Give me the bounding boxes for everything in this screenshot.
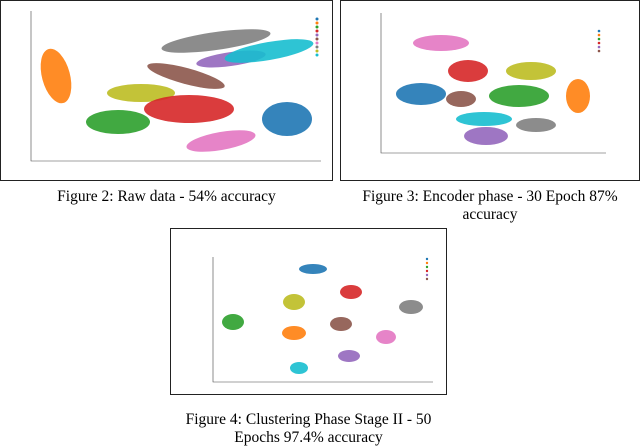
- figure-4: [170, 228, 447, 395]
- cluster: [340, 285, 362, 299]
- cluster: [299, 264, 327, 274]
- cluster: [86, 110, 150, 134]
- legend-marker: [597, 45, 601, 49]
- legend-marker: [315, 41, 319, 45]
- cluster: [456, 112, 512, 126]
- cluster: [222, 314, 244, 330]
- legend-marker: [597, 41, 601, 45]
- axes: [212, 257, 433, 383]
- axes: [30, 11, 321, 162]
- cluster: [330, 317, 352, 331]
- cluster: [464, 127, 508, 145]
- legend-marker: [425, 273, 429, 277]
- legend-marker: [315, 29, 319, 33]
- cluster: [506, 62, 556, 80]
- legend-marker: [315, 37, 319, 41]
- legend-marker: [315, 49, 319, 53]
- cluster: [161, 29, 271, 53]
- legend-marker: [315, 17, 319, 21]
- legend-marker: [425, 277, 429, 281]
- legend-marker: [315, 21, 319, 25]
- scatter-plot: [212, 257, 433, 383]
- cluster: [290, 362, 308, 374]
- cluster: [489, 85, 549, 107]
- cluster: [186, 130, 256, 152]
- cluster: [282, 326, 306, 340]
- axes: [380, 13, 606, 154]
- cluster: [338, 350, 360, 362]
- legend: [597, 29, 601, 53]
- legend-marker: [425, 265, 429, 269]
- legend-marker: [315, 25, 319, 29]
- cluster: [262, 102, 312, 136]
- legend-marker: [315, 33, 319, 37]
- legend-marker: [425, 261, 429, 265]
- legend-marker: [315, 53, 319, 57]
- legend-marker: [597, 29, 601, 33]
- legend-marker: [315, 45, 319, 49]
- cluster: [448, 60, 488, 82]
- cluster: [516, 118, 556, 132]
- cluster: [224, 39, 314, 63]
- legend: [425, 257, 429, 281]
- cluster: [144, 95, 234, 123]
- caption: Figure 3: Encoder phase - 30 Epoch 87% a…: [362, 188, 618, 223]
- legend-marker: [425, 257, 429, 261]
- legend-marker: [425, 269, 429, 273]
- caption: Figure 2: Raw data - 54% accuracy: [57, 188, 276, 205]
- legend-marker: [597, 33, 601, 37]
- legend-marker: [597, 49, 601, 53]
- figure-2: [0, 0, 333, 181]
- scatter-plot: [380, 13, 606, 154]
- cluster: [399, 300, 423, 314]
- caption: Figure 4: Clustering Phase Stage II - 50…: [185, 411, 432, 446]
- cluster: [147, 63, 225, 89]
- cluster: [413, 35, 469, 51]
- figure-3: [340, 0, 640, 181]
- scatter-plot: [30, 11, 321, 162]
- cluster: [446, 91, 476, 107]
- legend-marker: [597, 37, 601, 41]
- cluster: [107, 84, 175, 102]
- legend: [315, 17, 319, 57]
- cluster: [40, 48, 72, 104]
- cluster: [376, 330, 396, 344]
- cluster: [566, 79, 590, 113]
- cluster: [396, 83, 446, 105]
- cluster: [283, 294, 305, 310]
